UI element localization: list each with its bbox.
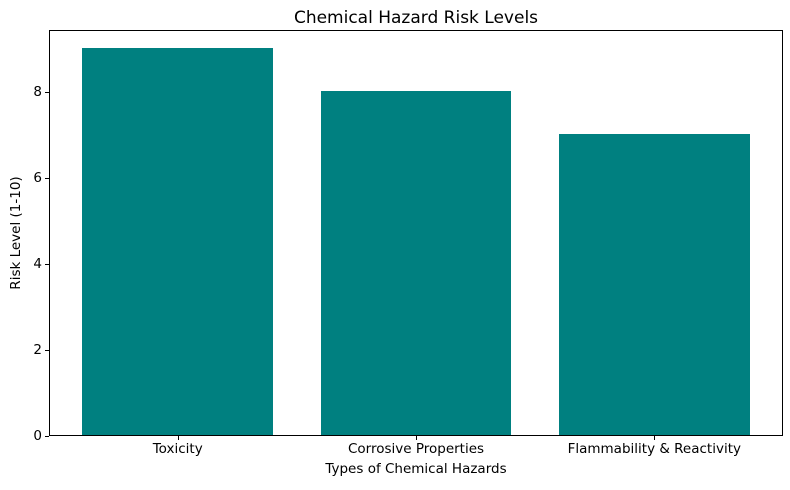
y-tick-mark [45, 178, 49, 180]
x-axis-label: Types of Chemical Hazards [325, 461, 507, 477]
y-tick-label: 6 [33, 170, 42, 187]
bar-toxicity [82, 48, 273, 435]
x-tick-label: Flammability & Reactivity [567, 441, 742, 457]
plot-area [49, 30, 783, 436]
y-tick-mark [45, 92, 49, 94]
y-tick-label: 2 [33, 342, 42, 359]
x-tick-mark [177, 436, 179, 440]
x-tick-label: Corrosive Properties [347, 441, 485, 457]
y-tick-mark [45, 264, 49, 266]
y-tick-mark [45, 350, 49, 352]
x-tick-mark [416, 436, 417, 440]
x-tick-label: Toxicity [152, 441, 203, 457]
y-tick-label: 0 [33, 428, 42, 444]
x-tick-mark [654, 436, 656, 440]
y-tick-mark [45, 436, 49, 437]
y-tick-label: 4 [33, 256, 42, 273]
y-axis-label: Risk Level (1-10) [8, 176, 24, 290]
bar-flammability-reactivity [558, 134, 750, 435]
bar-corrosive-properties [320, 91, 512, 435]
y-tick-label: 8 [33, 84, 42, 101]
chart-title: Chemical Hazard Risk Levels [293, 8, 539, 28]
